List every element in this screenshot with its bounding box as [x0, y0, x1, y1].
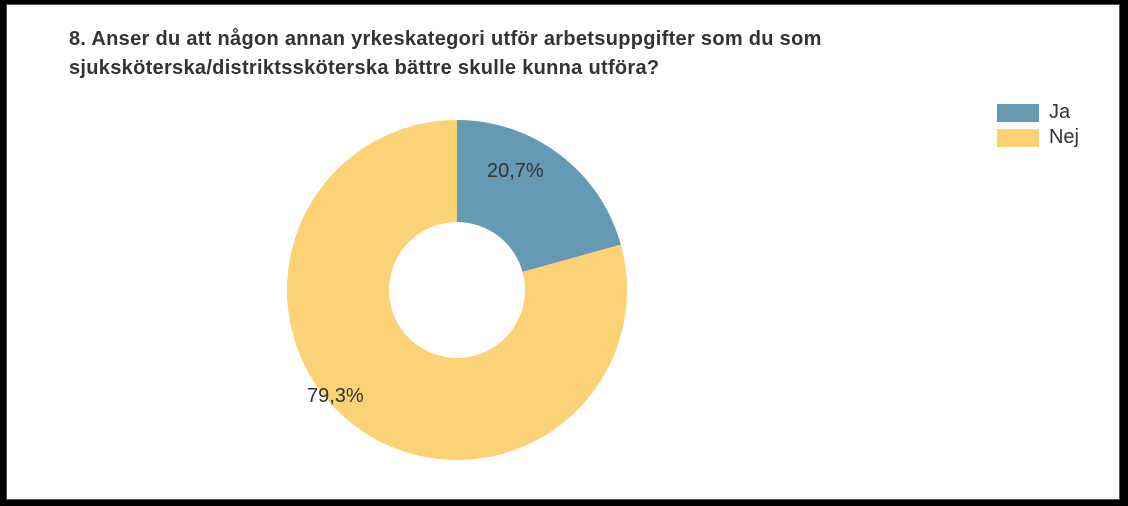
legend-item-nej: Nej	[997, 126, 1079, 149]
legend-label: Ja	[1049, 101, 1070, 124]
chart-card: 8. Anser du att någon annan yrkeskategor…	[6, 4, 1120, 500]
donut-chart: 20,7% 79,3%	[267, 100, 647, 480]
legend-item-ja: Ja	[997, 101, 1079, 124]
donut-svg	[267, 100, 647, 480]
slice-label-ja: 20,7%	[487, 160, 544, 183]
legend-swatch	[997, 104, 1039, 122]
legend: JaNej	[997, 101, 1079, 151]
chart-title: 8. Anser du att någon annan yrkeskategor…	[69, 25, 989, 83]
legend-label: Nej	[1049, 126, 1079, 149]
slice-label-nej: 79,3%	[307, 385, 364, 408]
legend-swatch	[997, 129, 1039, 147]
donut-slice-ja	[457, 120, 621, 272]
